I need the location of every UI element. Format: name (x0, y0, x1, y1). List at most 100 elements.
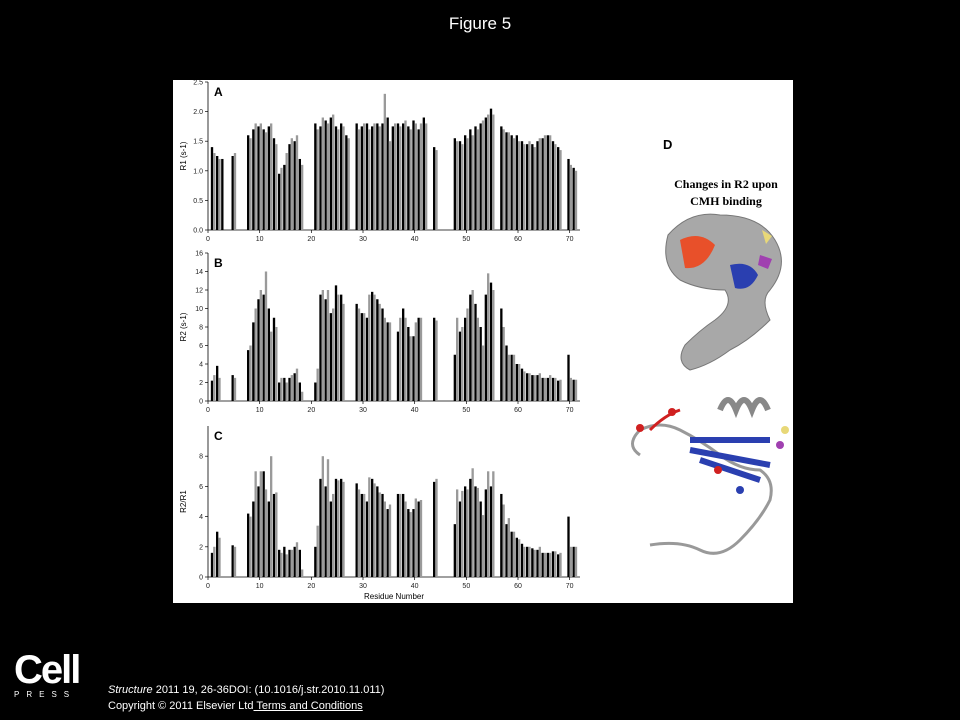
bar (458, 141, 462, 230)
bar (275, 492, 278, 577)
bar (247, 350, 250, 401)
bar (342, 303, 345, 401)
figure-title: Figure 5 (448, 14, 512, 33)
x-tick-label: 60 (514, 236, 522, 243)
x-tick-label: 50 (462, 583, 470, 590)
bar (388, 504, 392, 577)
bar (267, 308, 270, 401)
bar (476, 317, 479, 401)
bar (557, 554, 560, 577)
bar (528, 546, 531, 577)
publisher-logo: Cell PRESS (14, 648, 81, 699)
bar (360, 126, 363, 230)
bar (533, 549, 536, 577)
y-tick-label: 0 (199, 575, 203, 582)
bar (368, 129, 371, 230)
bar (334, 478, 338, 577)
x-tick-label: 60 (514, 583, 522, 590)
bar (254, 471, 257, 577)
x-tick-label: 30 (359, 236, 367, 243)
panel-label: B (214, 256, 223, 270)
bar (461, 144, 464, 230)
bar (231, 375, 234, 401)
surface-model (665, 213, 782, 371)
panel-label: A (214, 85, 223, 99)
bar (368, 477, 371, 577)
bar (267, 501, 270, 577)
bar (500, 308, 503, 401)
terms-link[interactable]: Terms and Conditions (253, 700, 363, 712)
bar (464, 486, 467, 577)
bar (471, 135, 474, 230)
bar (365, 123, 369, 230)
bar (254, 308, 257, 401)
bar (249, 138, 252, 230)
y-tick-label: 10 (195, 306, 203, 313)
bar (285, 554, 288, 577)
logo-name: Cell (14, 648, 81, 692)
bar (321, 290, 324, 401)
bar (492, 471, 495, 577)
bar (363, 313, 366, 401)
bar (471, 468, 474, 577)
bar (471, 290, 474, 401)
bar (456, 489, 459, 577)
bar (404, 501, 407, 577)
y-tick-label: 8 (199, 454, 203, 461)
bar (233, 546, 237, 577)
bar (314, 382, 317, 401)
bar (378, 492, 381, 577)
bar (528, 141, 531, 230)
bar (231, 156, 234, 230)
bar (412, 120, 415, 230)
bar (435, 150, 438, 230)
bar (412, 336, 415, 401)
x-tick-label: 0 (206, 407, 210, 414)
bar (264, 489, 268, 577)
y-tick-label: 0.5 (193, 198, 203, 205)
bar (541, 138, 544, 230)
bar (476, 129, 479, 230)
bar (249, 516, 252, 577)
bar (404, 317, 407, 401)
x-tick-label: 40 (411, 236, 419, 243)
bar (295, 368, 299, 401)
x-tick-label: 70 (566, 236, 574, 243)
y-tick-label: 1.5 (193, 139, 203, 146)
bar (399, 317, 402, 401)
bar (569, 164, 572, 230)
bar (371, 291, 374, 401)
bar (518, 364, 521, 401)
bar (435, 478, 438, 577)
bar (216, 156, 219, 230)
y-tick-label: 4 (199, 362, 203, 369)
bar (386, 509, 389, 577)
bar (543, 552, 547, 577)
bar (329, 117, 332, 230)
bar (515, 364, 518, 401)
bar (262, 471, 265, 577)
bar (417, 501, 420, 577)
bar (218, 537, 221, 577)
bar (536, 141, 539, 230)
bar (290, 138, 293, 230)
bar (474, 486, 477, 577)
bar (554, 377, 557, 401)
bar (301, 164, 304, 230)
bar (538, 138, 541, 230)
bar (365, 501, 369, 577)
bar (479, 123, 482, 230)
bar (231, 545, 234, 577)
bar (319, 294, 322, 401)
bar (481, 345, 485, 401)
bar (419, 499, 423, 577)
bar (394, 123, 397, 230)
x-tick-label: 50 (462, 407, 470, 414)
bar (314, 546, 317, 577)
bar (259, 290, 262, 401)
bar (326, 123, 330, 230)
bar (487, 471, 490, 577)
y-axis-label: R2 (s-1) (179, 312, 188, 341)
bar (293, 373, 296, 401)
y-axis-label: R2/R1 (179, 490, 188, 513)
